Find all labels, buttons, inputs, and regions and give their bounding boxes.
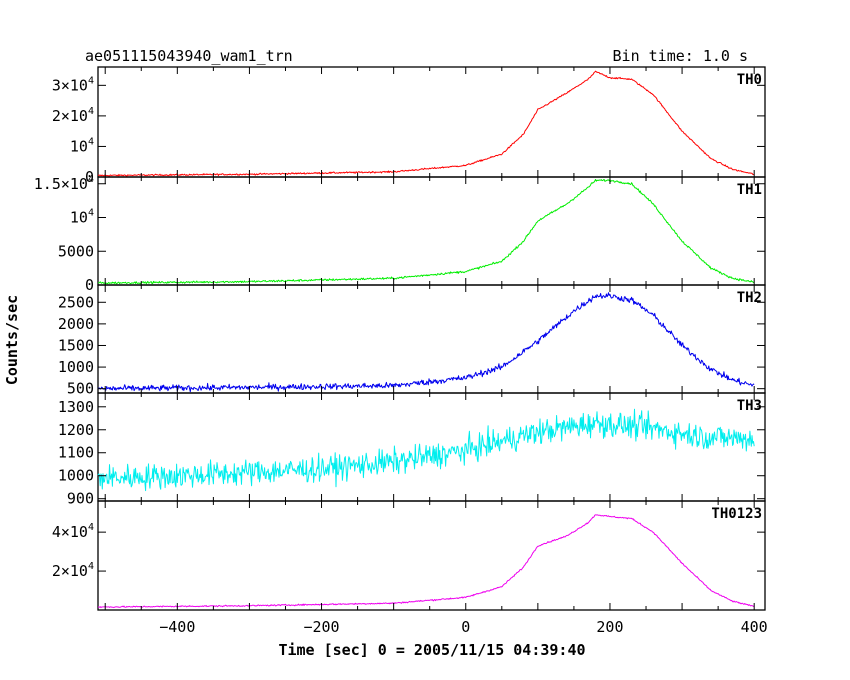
x-tick-label: 200 — [596, 618, 623, 636]
panel-frame-th0123 — [97, 500, 766, 611]
chart-title: ae051115043940_wam1_trn — [85, 47, 293, 65]
y-tick-label: 1000 — [58, 358, 94, 376]
y-tick-label: 500 — [67, 380, 94, 398]
panel-label-th0: TH0 — [737, 72, 762, 88]
y-tick-label: 2×104 — [52, 561, 94, 580]
series-line-th1 — [98, 179, 755, 285]
x-tick-label: −200 — [303, 618, 339, 636]
y-tick-label: 900 — [67, 490, 94, 508]
series-line-th0123 — [97, 514, 755, 609]
panel-frame-th0 — [97, 66, 766, 178]
y-tick-label: 0 — [85, 276, 94, 294]
panel-label-th1: TH1 — [737, 182, 762, 198]
x-tick-label: 400 — [741, 618, 768, 636]
series-line-th3 — [97, 408, 755, 492]
x-tick-label: −400 — [159, 618, 195, 636]
series-line-th2 — [97, 292, 755, 393]
panel-frame-th2 — [97, 284, 766, 394]
panel-label-th2: TH2 — [737, 290, 762, 306]
y-axis-title: Counts/sec — [3, 295, 21, 385]
panel-frame-th3 — [97, 392, 766, 502]
panel-frame-th1 — [97, 176, 766, 286]
panel-label-th0123: TH0123 — [711, 506, 762, 522]
y-tick-label: 4×104 — [52, 522, 94, 541]
y-tick-label: 0 — [85, 168, 94, 186]
series-line-th0 — [97, 70, 755, 177]
bin-time-label: Bin time: 1.0 s — [613, 47, 748, 65]
panel-label-th3: TH3 — [737, 398, 762, 414]
y-tick-label: 3×104 — [52, 75, 94, 94]
y-tick-label: 1000 — [58, 467, 94, 485]
y-tick-label: 1300 — [58, 398, 94, 416]
y-tick-label: 2×104 — [52, 106, 94, 125]
y-tick-label: 1100 — [58, 444, 94, 462]
x-axis-title: Time [sec] 0 = 2005/11/15 04:39:40 — [278, 641, 585, 659]
x-tick-label: 0 — [461, 618, 470, 636]
y-tick-label: 2000 — [58, 315, 94, 333]
y-tick-label: 1500 — [58, 336, 94, 354]
y-tick-label: 1200 — [58, 421, 94, 439]
y-tick-label: 1.5×104 — [34, 174, 94, 193]
y-tick-label: 5000 — [58, 242, 94, 260]
y-tick-label: 2500 — [58, 293, 94, 311]
y-tick-label: 104 — [70, 208, 94, 227]
y-tick-label: 104 — [70, 136, 94, 155]
panels-group: TH001042×1043×104TH1050001041.5×104TH250… — [34, 66, 768, 636]
